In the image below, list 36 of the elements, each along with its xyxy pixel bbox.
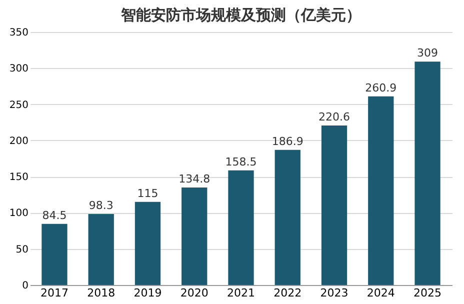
x-tick-label: 2019 xyxy=(134,286,162,300)
chart-title: 智能安防市场规模及预测（亿美元） xyxy=(120,6,361,24)
y-tick-label: 100 xyxy=(9,208,28,220)
bar xyxy=(88,214,114,285)
data-label: 186.9 xyxy=(272,134,304,148)
y-tick-label: 150 xyxy=(9,172,28,184)
bar xyxy=(414,62,440,285)
bar xyxy=(274,150,300,285)
y-tick-label: 200 xyxy=(9,136,28,147)
bar xyxy=(42,224,68,285)
y-tick-label: 300 xyxy=(9,64,28,75)
x-tick-label: 2022 xyxy=(274,286,302,300)
bar xyxy=(368,96,394,285)
y-tick-label: 250 xyxy=(9,100,28,111)
bar xyxy=(134,202,161,285)
x-tick-label: 2021 xyxy=(227,286,255,300)
bar xyxy=(228,170,254,285)
x-tick-label: 2025 xyxy=(414,286,442,300)
x-tick-label: 2018 xyxy=(87,286,116,300)
y-tick-label: 50 xyxy=(16,244,28,256)
data-label: 260.9 xyxy=(365,81,397,94)
data-label: 134.8 xyxy=(178,172,210,186)
data-label: 115 xyxy=(137,186,158,200)
data-label: 158.5 xyxy=(225,155,257,168)
data-label: 309 xyxy=(417,46,438,60)
x-tick-label: 2023 xyxy=(320,286,348,300)
data-label: 84.5 xyxy=(42,208,67,222)
y-tick-label: 350 xyxy=(9,28,28,38)
data-label: 220.6 xyxy=(318,110,350,124)
y-tick-label: 0 xyxy=(22,280,28,292)
bar xyxy=(182,188,208,285)
x-tick-label: 2020 xyxy=(180,286,208,300)
x-tick-label: 2024 xyxy=(366,286,395,300)
data-label: 98.3 xyxy=(88,198,114,212)
bar xyxy=(321,126,348,285)
x-tick-label: 2017 xyxy=(40,286,68,300)
